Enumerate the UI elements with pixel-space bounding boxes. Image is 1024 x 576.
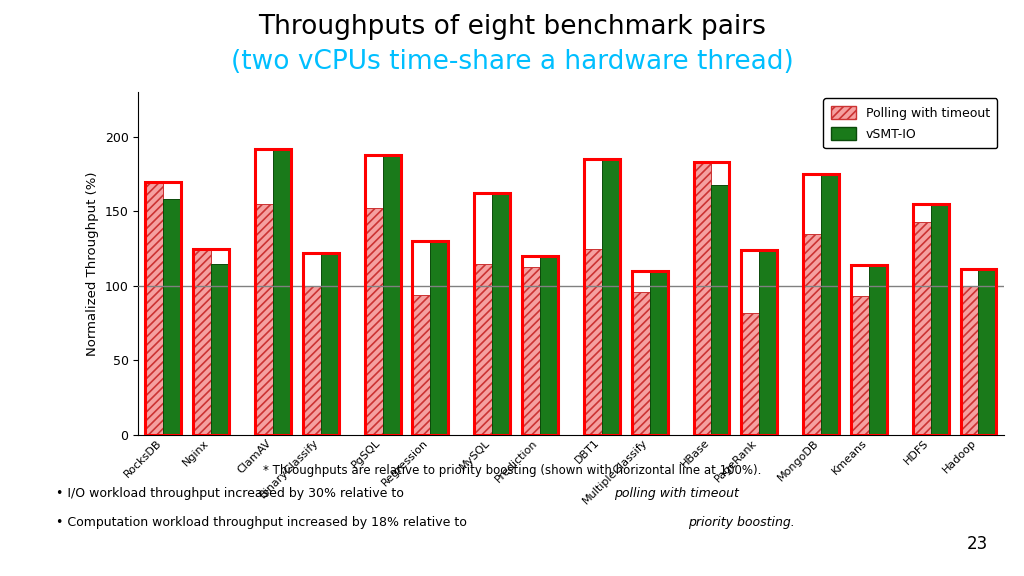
- Bar: [321, 253, 339, 435]
- Bar: [632, 292, 649, 435]
- Bar: [931, 204, 948, 435]
- Bar: [851, 265, 887, 435]
- Bar: [741, 250, 777, 435]
- Bar: [163, 199, 181, 435]
- Bar: [522, 267, 540, 435]
- Bar: [145, 181, 163, 435]
- Y-axis label: Normalized Throughput (%): Normalized Throughput (%): [86, 171, 99, 356]
- Bar: [961, 286, 979, 435]
- Text: • Computation workload throughput increased by 18% relative to: • Computation workload throughput increa…: [56, 516, 471, 529]
- Bar: [912, 222, 931, 435]
- Bar: [741, 313, 759, 435]
- Bar: [540, 256, 558, 435]
- Bar: [584, 249, 602, 435]
- Bar: [194, 249, 229, 435]
- Bar: [145, 181, 181, 435]
- Text: • I/O workload throughput increased by 30% relative to: • I/O workload throughput increased by 3…: [56, 487, 409, 500]
- Bar: [821, 174, 839, 435]
- Bar: [649, 271, 668, 435]
- Bar: [383, 155, 400, 435]
- Text: 23: 23: [967, 535, 988, 553]
- Bar: [693, 162, 729, 435]
- Bar: [712, 184, 729, 435]
- Bar: [255, 149, 291, 435]
- Text: Throughputs of eight benchmark pairs: Throughputs of eight benchmark pairs: [258, 14, 766, 40]
- Text: polling with timeout: polling with timeout: [614, 487, 739, 500]
- Text: (two vCPUs time-share a hardware thread): (two vCPUs time-share a hardware thread): [230, 49, 794, 75]
- Bar: [632, 271, 668, 435]
- Bar: [194, 249, 211, 435]
- Bar: [303, 286, 321, 435]
- Bar: [474, 194, 510, 435]
- Bar: [493, 194, 510, 435]
- Text: * Throughputs are relative to priority boosting (shown with horizontal line at 1: * Throughputs are relative to priority b…: [263, 464, 761, 477]
- Bar: [255, 204, 273, 435]
- Bar: [365, 209, 383, 435]
- Bar: [522, 256, 558, 435]
- Bar: [961, 270, 996, 435]
- Bar: [979, 270, 996, 435]
- Bar: [211, 264, 229, 435]
- Bar: [759, 250, 777, 435]
- Bar: [584, 159, 620, 435]
- Bar: [868, 265, 887, 435]
- Bar: [430, 241, 449, 435]
- Bar: [803, 234, 821, 435]
- Bar: [912, 204, 948, 435]
- Bar: [413, 241, 449, 435]
- Text: priority boosting.: priority boosting.: [688, 516, 795, 529]
- Bar: [413, 295, 430, 435]
- Bar: [851, 296, 868, 435]
- Bar: [303, 253, 339, 435]
- Bar: [803, 174, 839, 435]
- Bar: [474, 264, 493, 435]
- Legend: Polling with timeout, vSMT-IO: Polling with timeout, vSMT-IO: [823, 98, 997, 148]
- Bar: [365, 155, 400, 435]
- Bar: [693, 162, 712, 435]
- Bar: [273, 149, 291, 435]
- Bar: [602, 159, 620, 435]
